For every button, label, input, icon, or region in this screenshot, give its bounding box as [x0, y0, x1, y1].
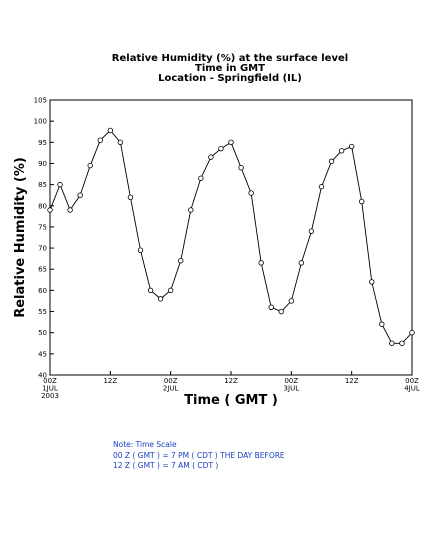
data-point [188, 207, 194, 213]
data-point [409, 329, 415, 336]
data-point [47, 207, 53, 213]
y-tick-label: 75 [38, 223, 47, 231]
y-tick-label: 45 [38, 350, 47, 358]
series-line [49, 129, 413, 344]
data-point [318, 184, 325, 190]
data-point [288, 298, 295, 304]
data-point [389, 340, 395, 346]
chart-titles: Relative Humidity (%) at the surface lev… [112, 53, 348, 84]
x-tick-label: 3JUL [284, 385, 300, 393]
data-point [178, 258, 184, 264]
data-point [379, 321, 385, 327]
data-point [208, 154, 214, 160]
x-tick-label: 2JUL [163, 385, 179, 393]
chart-subtitle-location: Location - Springfield (IL) [158, 73, 302, 84]
x-tick-label: 1JUL [42, 385, 58, 393]
time-scale-note: Note: Time Scale 00 Z ( GMT ) = 7 PM ( C… [113, 440, 285, 472]
y-tick-label: 85 [38, 181, 47, 189]
note-12z: 12 Z ( GMT ) = 7 AM ( CDT ) [113, 461, 219, 470]
data-point [218, 145, 224, 152]
chart-title: Relative Humidity (%) at the surface lev… [112, 53, 348, 64]
y-tick-label: 65 [38, 266, 47, 274]
y-tick-label: 55 [38, 308, 47, 316]
data-point [127, 194, 134, 201]
x-tick-label: 4JUL [404, 385, 420, 393]
chart-subtitle-time: Time in GMT [195, 63, 265, 74]
note-00z: 00 Z ( GMT ) = 7 PM ( CDT ) THE DAY BEFO… [113, 450, 285, 460]
data-point [87, 162, 93, 169]
x-tick-label: 12Z [224, 377, 238, 385]
y-tick-label: 90 [38, 160, 47, 168]
x-tick-label: 00Z [43, 377, 57, 385]
x-tick-label: 12Z [345, 377, 359, 385]
data-point [399, 340, 405, 346]
humidity-series [47, 127, 415, 346]
data-point [77, 192, 83, 198]
data-point [298, 260, 305, 266]
data-point [338, 148, 345, 154]
y-axis: 40 45 50 55 60 65 70 75 80 85 90 95 100 105 [34, 97, 54, 380]
data-point [308, 228, 315, 234]
x-tick-label: 12Z [103, 377, 117, 385]
data-point [157, 296, 164, 302]
y-tick-label: 105 [34, 97, 47, 105]
note-heading: Note: Time Scale [113, 440, 177, 449]
y-tick-label: 80 [38, 202, 47, 210]
data-point [147, 287, 154, 294]
data-point [268, 304, 274, 311]
data-point [228, 139, 234, 146]
x-axis-title: Time ( GMT ) [184, 393, 278, 408]
y-tick-label: 95 [38, 139, 47, 147]
data-point [359, 198, 365, 205]
data-point [238, 164, 244, 171]
data-point [97, 137, 103, 143]
data-point [167, 287, 174, 294]
data-point [137, 247, 144, 253]
data-point [117, 139, 124, 146]
y-axis-title: Relative Humidity (%) [13, 157, 28, 318]
data-point [258, 260, 264, 266]
data-point [107, 127, 114, 134]
x-tick-label: 00Z [164, 377, 178, 385]
data-point [57, 181, 63, 188]
y-tick-label: 50 [38, 329, 47, 337]
data-point [248, 190, 254, 196]
data-point [348, 143, 355, 150]
x-tick-label: 00Z [284, 377, 298, 385]
x-tick-label: 00Z [405, 377, 419, 385]
y-tick-label: 100 [34, 118, 47, 126]
data-point [328, 158, 335, 165]
data-point [198, 175, 204, 181]
data-point [278, 308, 284, 315]
data-point [67, 207, 73, 213]
y-tick-label: 70 [38, 245, 47, 253]
x-tick-label: 2003 [41, 392, 59, 400]
data-point [369, 279, 375, 285]
y-tick-label: 40 [38, 372, 47, 380]
y-tick-label: 60 [38, 287, 47, 295]
